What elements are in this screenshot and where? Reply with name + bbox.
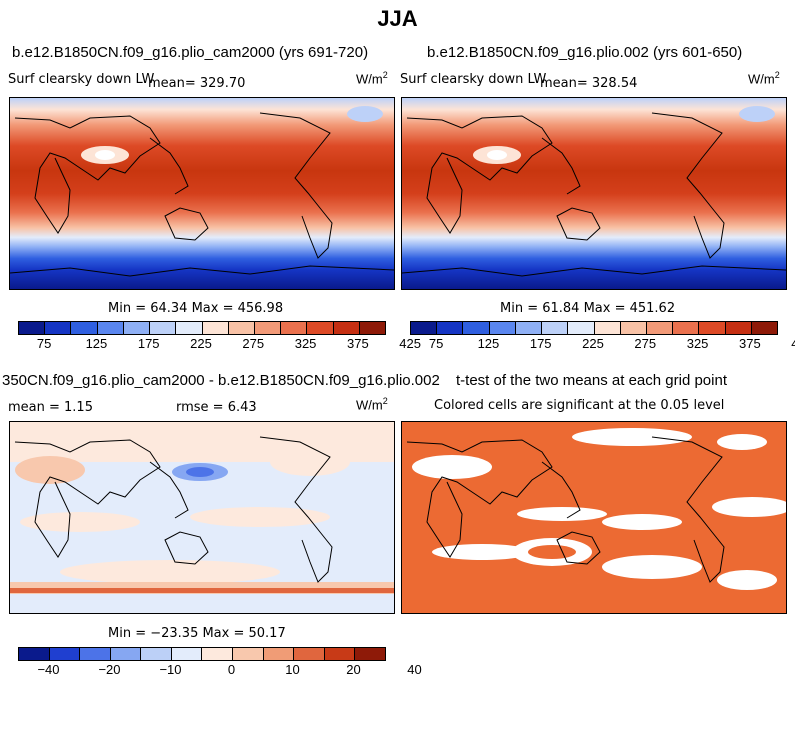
panel4-title: t-test of the two means at each grid poi… [456,372,727,389]
panel2-case-title: b.e12.B1850CN.f09_g16.plio.002 (yrs 601-… [427,44,743,61]
panel1-stats: Min = 64.34 Max = 456.98 [108,301,284,316]
colorbar-swatch [110,648,142,660]
panel1-mean: mean= 329.70 [148,76,246,91]
panel1-units: W/m2 [356,70,388,87]
colorbar-swatch [333,322,360,334]
colorbar-tick-label: 20 [346,662,361,677]
colorbar-swatch [542,322,569,334]
colorbar-swatch [263,648,295,660]
panel3-map [9,421,395,614]
colorbar-tick-label: 175 [137,336,160,351]
colorbar-tick-label: 125 [85,336,108,351]
colorbar-swatch [355,648,385,660]
colorbar-swatch [254,322,282,334]
colorbar-swatch [324,648,356,660]
colorbar-tick-label: 75 [36,336,52,351]
colorbar-swatch [489,322,516,334]
panel1-variable: Surf clearsky down LW [8,72,155,87]
colorbar-tick-label: 10 [285,662,300,677]
colorbar-swatch [463,322,490,334]
colorbar-swatch [294,648,325,660]
colorbar-swatch [19,322,46,334]
panel4-map [401,421,787,614]
colorbar-swatch [202,322,229,334]
colorbar-swatch [141,648,172,660]
colorbar-swatch [49,648,81,660]
colorbar-swatch [594,322,621,334]
colorbar-tick-label: 40 [407,662,422,677]
panel1-map [9,97,395,290]
colorbar-swatch [411,322,438,334]
colorbar-swatch [437,322,464,334]
colorbar-tick-label: 325 [294,336,317,351]
panel1-case-title: b.e12.B1850CN.f09_g16.plio_cam2000 (yrs … [12,44,369,61]
colorbar-swatch [699,322,726,334]
colorbar-swatch [228,322,255,334]
colorbar-swatch [97,322,124,334]
colorbar-tick-label: −10 [159,662,182,677]
colorbar-tick-label: 275 [242,336,265,351]
colorbar-swatch [45,322,72,334]
colorbar-swatch [751,322,778,334]
colorbar-tick-label: 375 [738,336,761,351]
colorbar-tick-label: 425 [399,336,421,351]
colorbar-tick-label: 125 [477,336,500,351]
colorbar-swatch [171,648,203,660]
colorbar-swatch [673,322,700,334]
colorbar-swatch [123,322,151,334]
page-title: JJA [377,6,418,31]
colorbar-tick-label: 175 [529,336,552,351]
panel1-colorbar [18,321,386,335]
colorbar-tick-label: 325 [686,336,709,351]
colorbar-swatch [71,322,98,334]
panel2-heatmap [402,98,786,289]
colorbar-swatch [19,648,50,660]
colorbar-swatch [515,322,543,334]
colorbar-swatch [202,648,234,660]
panel2-stats: Min = 61.84 Max = 451.62 [500,301,676,316]
colorbar-swatch [80,648,111,660]
panel3-title: 350CN.f09_g16.plio_cam2000 - b.e12.B1850… [2,372,440,389]
panel2-mean: mean= 328.54 [540,76,638,91]
colorbar-tick-label: 75 [428,336,444,351]
panel3-colorbar [18,647,386,661]
colorbar-swatch [307,322,334,334]
panel2-variable: Surf clearsky down LW [400,72,547,87]
colorbar-swatch [568,322,595,334]
colorbar-tick-label: 225 [190,336,212,351]
panel3-stats: Min = −23.35 Max = 50.17 [108,626,286,641]
panel4-subtitle: Colored cells are significant at the 0.0… [434,398,725,413]
panel2-colorbar [410,321,778,335]
panel2-map [401,97,787,290]
colorbar-swatch [176,322,203,334]
colorbar-tick-label: −40 [37,662,60,677]
panel4-heatmap [402,422,786,613]
panel3-mean: mean = 1.15 [8,400,93,415]
colorbar-tick-label: 375 [346,336,369,351]
colorbar-swatch [150,322,177,334]
colorbar-swatch [233,648,264,660]
panel3-heatmap [10,422,394,613]
colorbar-swatch [620,322,647,334]
colorbar-tick-label: −20 [98,662,121,677]
colorbar-tick-label: 425 [791,336,795,351]
colorbar-tick-label: 225 [582,336,604,351]
colorbar-swatch [725,322,752,334]
colorbar-swatch [646,322,674,334]
colorbar-swatch [359,322,386,334]
colorbar-tick-label: 275 [634,336,657,351]
panel2-units: W/m2 [748,70,780,87]
panel3-rmse: rmse = 6.43 [176,400,257,415]
colorbar-tick-label: 0 [227,662,236,677]
panel1-heatmap [10,98,394,289]
panel3-units: W/m2 [356,396,388,413]
colorbar-swatch [281,322,308,334]
